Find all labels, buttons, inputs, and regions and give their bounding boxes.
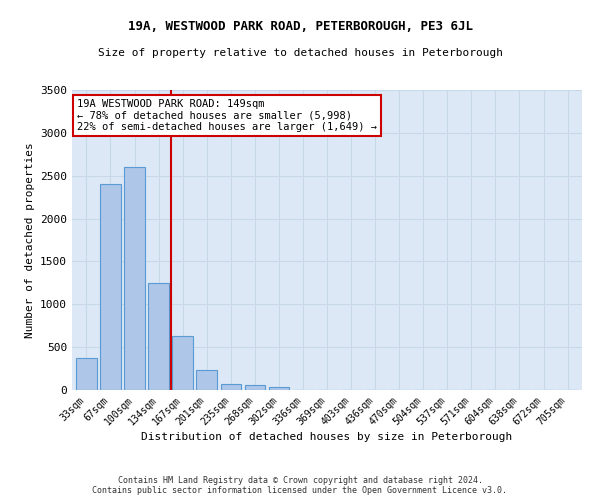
X-axis label: Distribution of detached houses by size in Peterborough: Distribution of detached houses by size …: [142, 432, 512, 442]
Bar: [245, 386, 265, 390]
Bar: [124, 167, 145, 390]
Text: 19A WESTWOOD PARK ROAD: 149sqm
← 78% of detached houses are smaller (5,998)
22% : 19A WESTWOOD PARK ROAD: 149sqm ← 78% of …: [77, 99, 377, 132]
Text: 19A, WESTWOOD PARK ROAD, PETERBOROUGH, PE3 6JL: 19A, WESTWOOD PARK ROAD, PETERBOROUGH, P…: [128, 20, 473, 33]
Text: Contains HM Land Registry data © Crown copyright and database right 2024.
Contai: Contains HM Land Registry data © Crown c…: [92, 476, 508, 495]
Bar: [148, 283, 169, 390]
Bar: [196, 370, 217, 390]
Bar: [269, 386, 289, 390]
Bar: [100, 184, 121, 390]
Bar: [172, 336, 193, 390]
Text: Size of property relative to detached houses in Peterborough: Size of property relative to detached ho…: [97, 48, 503, 58]
Bar: [76, 358, 97, 390]
Bar: [221, 384, 241, 390]
Y-axis label: Number of detached properties: Number of detached properties: [25, 142, 35, 338]
